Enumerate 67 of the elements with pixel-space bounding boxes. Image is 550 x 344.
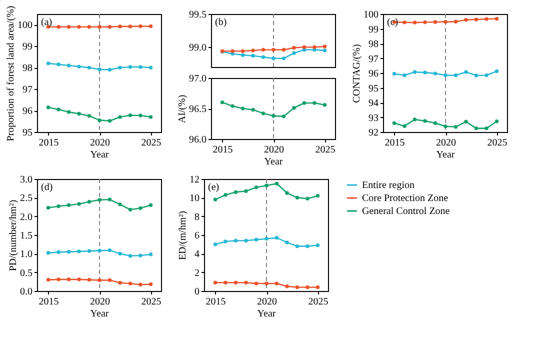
y-tick-label: 96	[368, 68, 378, 80]
x-tick-label: 2020	[90, 138, 110, 148]
y-tick-label: 98	[22, 63, 32, 74]
y-tick-label: 99	[22, 42, 32, 53]
y-tick-label: 96.5	[189, 104, 206, 115]
y-tick-label: 100	[364, 10, 378, 20]
legend-label: Entire region	[362, 180, 414, 191]
y-tick-label: 0.5	[20, 268, 32, 279]
y-tick-label: 99.0	[189, 42, 206, 54]
y-tick-label: 92	[368, 128, 378, 138]
y-axis-title: ED/(m/hm²)	[178, 210, 188, 260]
y-tick-label: 95	[22, 128, 32, 138]
annotation: (b)	[215, 17, 227, 28]
y-axis-title: Proportion of forest land area/(%)	[6, 6, 16, 142]
y-tick-label: 100	[18, 20, 32, 32]
y-tick-label: 95	[368, 83, 378, 94]
y-tick-label: 99	[368, 24, 378, 36]
x-tick-label: 2020	[90, 296, 110, 308]
x-axis-title: Year	[264, 156, 284, 168]
x-tick-label: 2020	[257, 296, 278, 308]
legend-label: General Control Zone	[362, 206, 450, 217]
y-axis-title: PD/(number/hm²)	[8, 200, 19, 272]
y-tick-label: 12	[190, 174, 200, 186]
annotation: (c)	[387, 17, 398, 28]
y-tick-label: 97	[22, 84, 32, 96]
y-tick-label: 98	[368, 39, 378, 50]
y-tick-label: 94	[368, 98, 378, 109]
x-tick-label: 2020	[436, 138, 456, 148]
y-tick-label: 97.0	[189, 74, 206, 84]
x-tick-label: 2025	[141, 138, 162, 148]
x-tick-label: 2025	[308, 296, 328, 308]
y-tick-label: 96	[22, 106, 32, 118]
x-axis-title: Year	[257, 308, 276, 320]
y-tick-label: 2	[194, 268, 200, 279]
x-tick-label: 2020	[264, 144, 284, 156]
legend-label: Core Protection Zone	[362, 193, 449, 204]
x-axis-title: Year	[436, 150, 456, 160]
y-tick-label: 1.5	[20, 230, 32, 242]
y-tick-label: 97	[368, 54, 378, 65]
y-tick-label: 0	[194, 286, 200, 298]
y-tick-label: 2.0	[20, 212, 32, 223]
y-tick-label: 99.5	[189, 10, 206, 20]
y-tick-label: 2.5	[20, 193, 32, 204]
annotation: (d)	[41, 182, 53, 193]
annotation: (a)	[41, 17, 52, 28]
y-tick-label: 1.0	[20, 249, 32, 260]
x-tick-label: 2015	[206, 296, 226, 308]
x-tick-label: 2015	[384, 138, 405, 148]
y-tick-label: 3.0	[20, 174, 32, 186]
x-axis-title: Year	[90, 150, 110, 160]
y-tick-label: 10	[190, 193, 200, 204]
x-tick-label: 2015	[212, 144, 233, 156]
y-tick-label: 93	[368, 112, 378, 124]
x-tick-label: 2025	[487, 138, 508, 148]
x-tick-label: 2025	[315, 144, 336, 156]
x-tick-label: 2025	[141, 296, 162, 308]
y-tick-label: 6	[194, 230, 200, 242]
x-tick-label: 2015	[38, 138, 59, 148]
x-tick-label: 2015	[38, 296, 59, 308]
x-axis-title: Year	[90, 308, 110, 320]
y-tick-label: 96.0	[189, 134, 206, 146]
y-tick-label: 8	[194, 212, 200, 223]
annotation: (e)	[208, 182, 220, 193]
y-tick-label: 4	[194, 249, 200, 260]
y-axis-title: AI/(%)	[177, 94, 188, 124]
y-tick-label: 0.0	[20, 286, 32, 298]
y-axis-title: CONTAG/(%)	[352, 44, 362, 103]
